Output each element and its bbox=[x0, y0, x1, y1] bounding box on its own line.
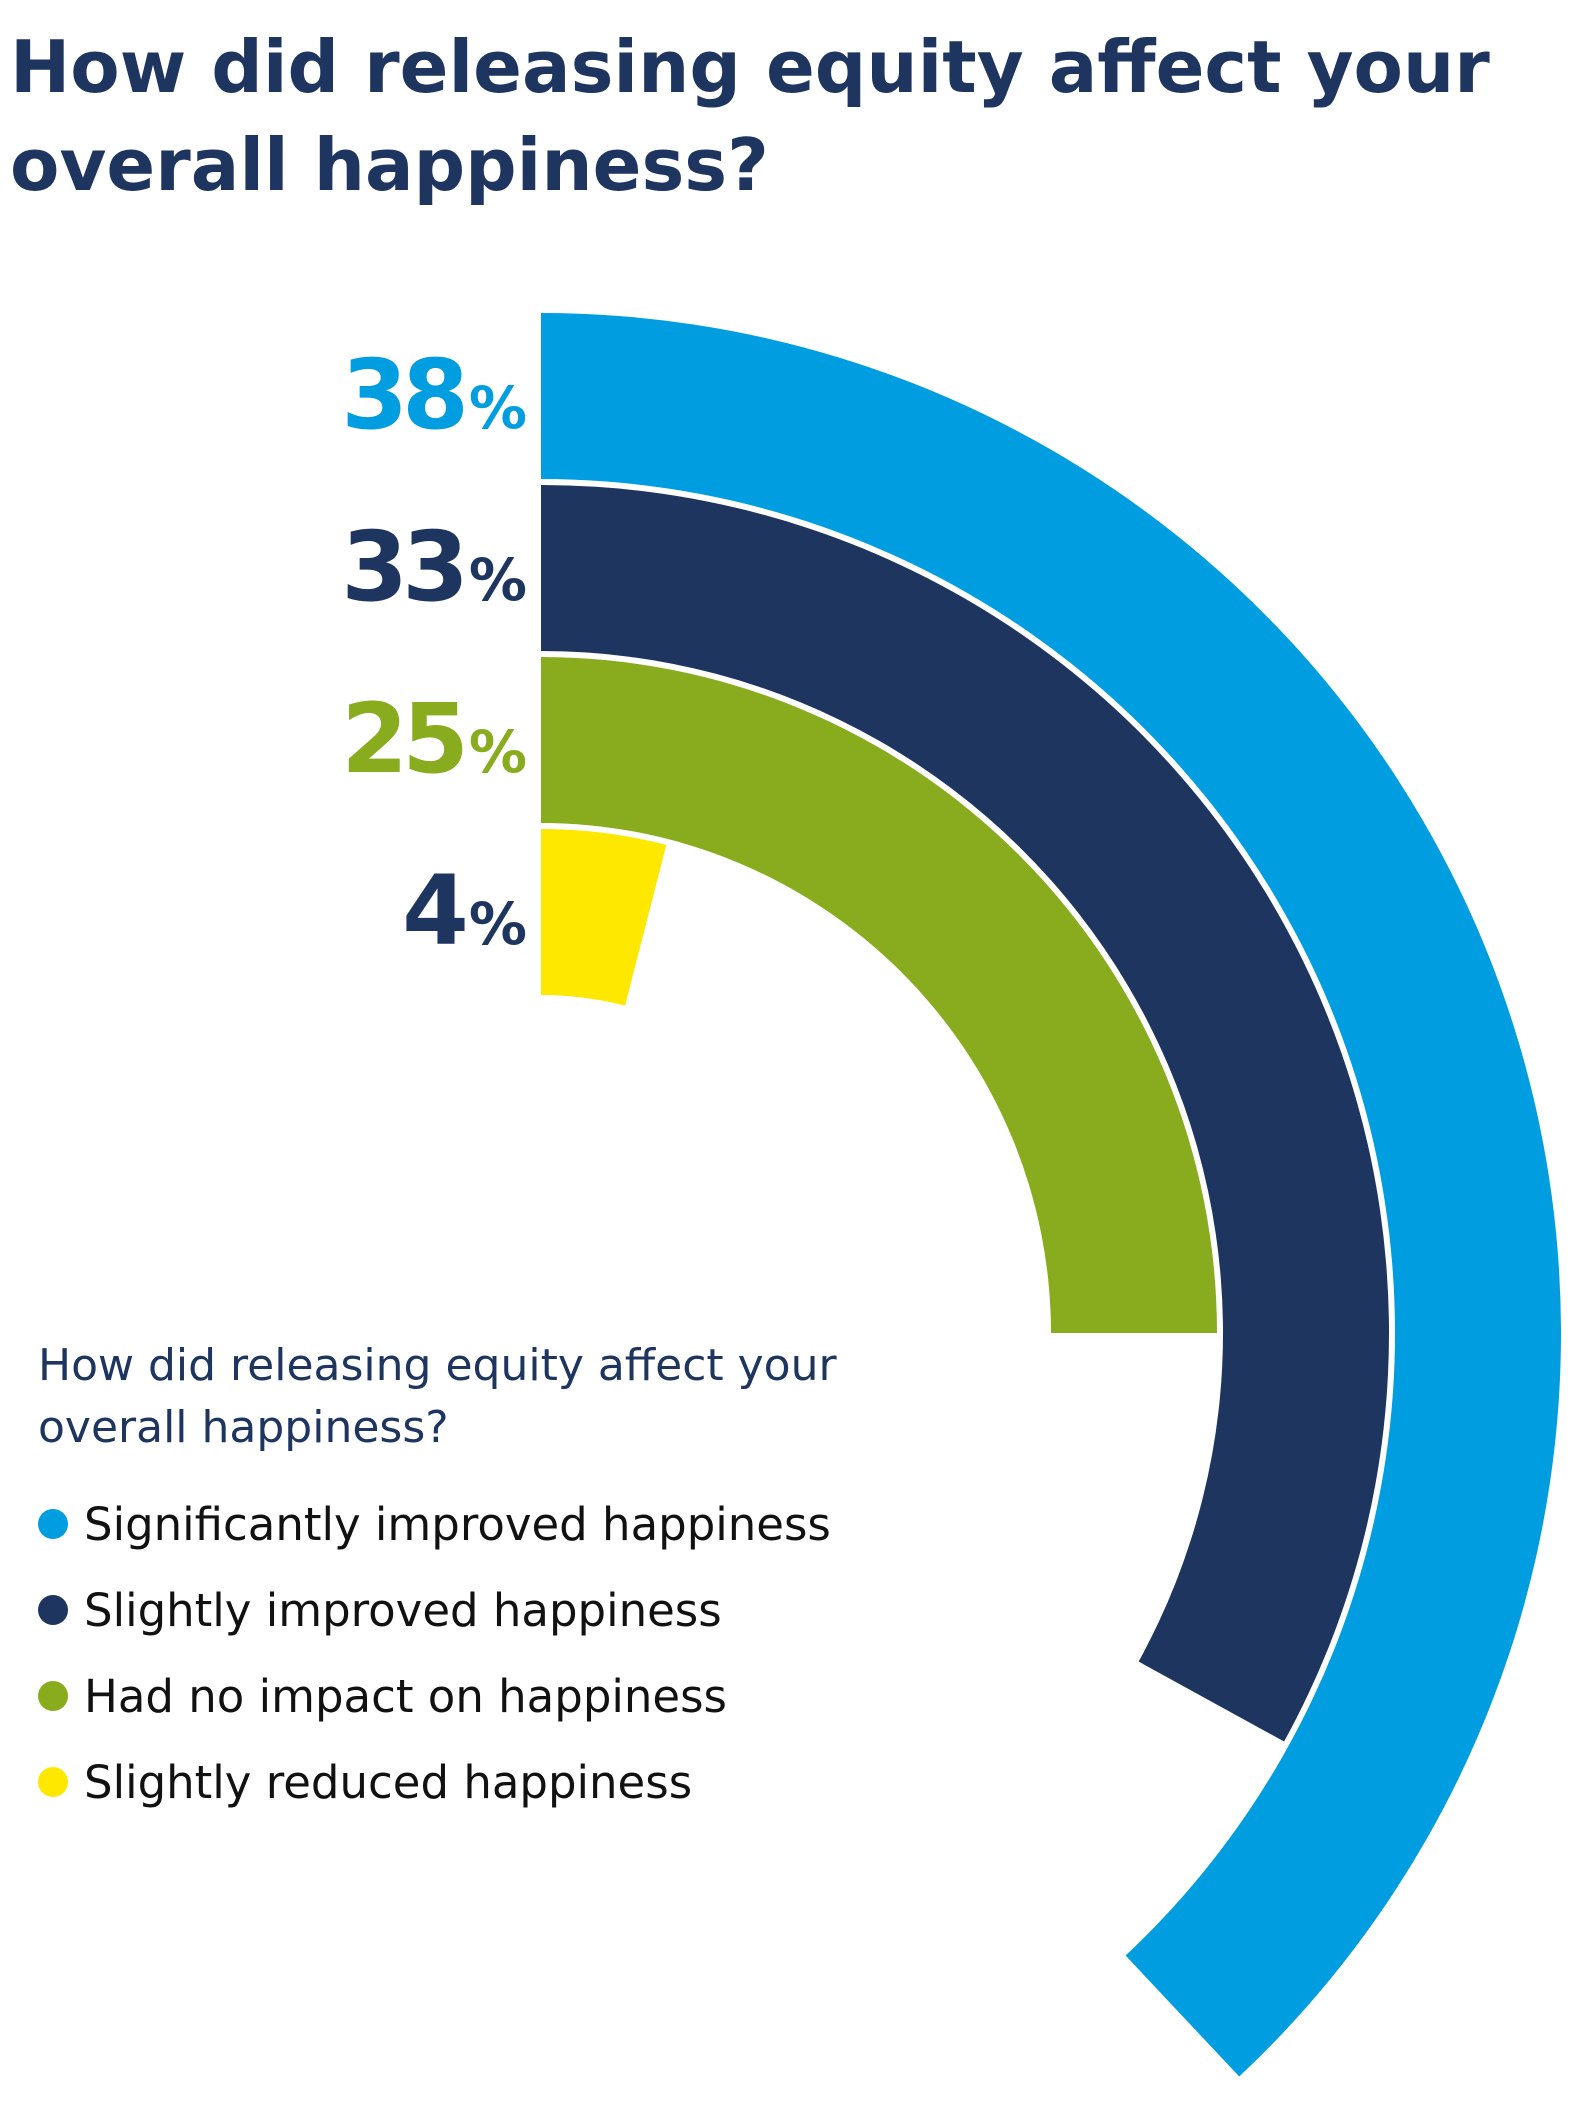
chart-title: How did releasing equity affect your ove… bbox=[10, 25, 1490, 207]
legend-item-slightly-improved: Slightly improved happiness bbox=[38, 1567, 938, 1653]
legend-dot bbox=[38, 1767, 68, 1797]
legend-item-slightly-reduced: Slightly reduced happiness bbox=[38, 1739, 938, 1825]
legend-dot bbox=[38, 1595, 68, 1625]
value-label-slightly-improved: 33% bbox=[341, 511, 527, 623]
legend-label: Had no impact on happiness bbox=[84, 1669, 727, 1723]
legend-title: How did releasing equity affect your ove… bbox=[38, 1340, 837, 1453]
legend-item-significantly-improved: Significantly improved happiness bbox=[38, 1481, 938, 1567]
arc-slightly-improved bbox=[541, 485, 1389, 1742]
arc-slightly-reduced bbox=[541, 829, 667, 1006]
arc-no-impact bbox=[541, 657, 1217, 1333]
legend-label: Slightly reduced happiness bbox=[84, 1755, 693, 1809]
arc-significantly-improved bbox=[541, 313, 1562, 2077]
legend-dot bbox=[38, 1509, 68, 1539]
legend-label: Slightly improved happiness bbox=[84, 1583, 722, 1637]
value-label-slightly-reduced: 4% bbox=[402, 855, 527, 967]
legend: How did releasing equity affect your ove… bbox=[38, 1335, 938, 1825]
value-label-no-impact: 25% bbox=[341, 683, 527, 795]
value-labels-group: 38 % 33 % 25 % 4% bbox=[341, 339, 527, 967]
legend-item-no-impact: Had no impact on happiness bbox=[38, 1653, 938, 1739]
value-label-significantly-improved: 38% bbox=[341, 339, 527, 451]
legend-label: Significantly improved happiness bbox=[84, 1497, 831, 1551]
arcs-group bbox=[541, 313, 1562, 2077]
legend-dot bbox=[38, 1681, 68, 1711]
